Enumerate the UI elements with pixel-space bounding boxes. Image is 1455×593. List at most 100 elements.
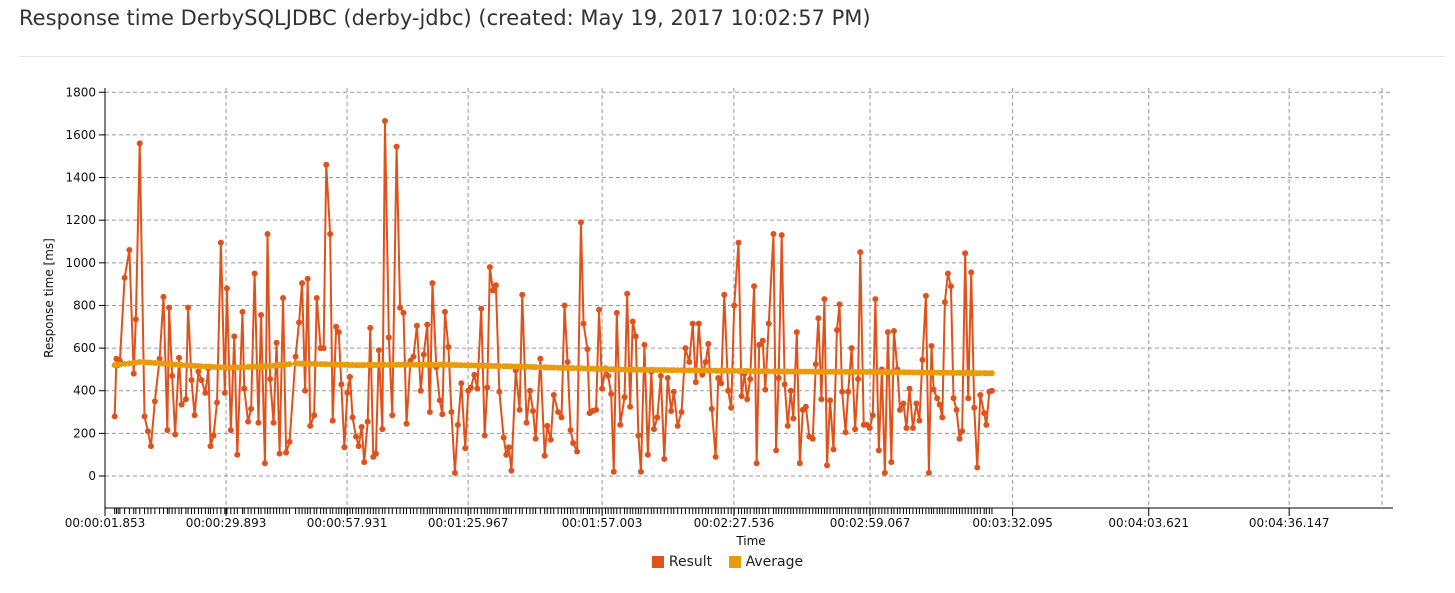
- y-tick-label: 1000: [65, 256, 96, 270]
- data-point-result: [273, 339, 280, 346]
- data-point-result: [221, 389, 228, 396]
- legend-item-result[interactable]: Result: [651, 554, 712, 570]
- y-tick-label: 800: [73, 298, 96, 312]
- data-point-result: [570, 439, 577, 446]
- data-point-result: [323, 161, 330, 168]
- data-point-result: [248, 405, 255, 412]
- data-point-result: [884, 329, 891, 336]
- data-point-result: [654, 414, 661, 421]
- series-layer: [111, 118, 995, 476]
- data-point-result: [668, 407, 675, 414]
- data-point-result: [364, 418, 371, 425]
- data-point-average: [617, 366, 624, 373]
- y-axis-label: Response time [ms]: [42, 238, 56, 358]
- data-point-result: [346, 373, 353, 380]
- data-point-result: [925, 469, 932, 476]
- data-point-result: [705, 340, 712, 347]
- data-point-result: [245, 418, 252, 425]
- data-point-result: [397, 304, 404, 311]
- data-point-result: [784, 422, 791, 429]
- data-point-result: [372, 450, 379, 457]
- data-point-result: [292, 353, 299, 360]
- data-point-result: [857, 249, 864, 256]
- data-point-result: [361, 459, 368, 466]
- data-point-result: [747, 376, 754, 383]
- data-point-result: [258, 312, 265, 319]
- data-point-result: [313, 295, 320, 301]
- data-point-result: [988, 387, 995, 394]
- data-point-result: [971, 404, 978, 411]
- data-point-result: [812, 361, 819, 368]
- data-point-result: [756, 341, 763, 348]
- data-point-result: [439, 411, 446, 418]
- data-point-result: [210, 432, 217, 439]
- data-point-average: [136, 359, 143, 366]
- data-point-result: [329, 417, 336, 424]
- data-point-result: [420, 351, 427, 358]
- data-point-result: [424, 321, 431, 328]
- y-tick-label: 1400: [65, 171, 96, 185]
- data-point-result: [353, 433, 360, 440]
- data-point-result: [922, 292, 929, 299]
- data-point-result: [787, 387, 794, 394]
- data-point-average: [234, 364, 241, 371]
- data-point-result: [349, 414, 356, 421]
- data-point-result: [169, 372, 176, 379]
- data-point-result: [610, 468, 617, 475]
- data-point-result: [185, 304, 192, 311]
- data-point-result: [928, 342, 935, 349]
- legend-label-average: Average: [745, 554, 804, 570]
- y-tick-label: 200: [73, 426, 96, 440]
- data-point-result: [624, 290, 631, 297]
- data-point-result: [773, 447, 780, 454]
- data-point-result: [410, 353, 417, 360]
- data-point-result: [280, 295, 287, 301]
- labels-layer: Response time [ms] Time: [42, 238, 766, 548]
- data-point-result: [744, 396, 751, 403]
- data-point-result: [900, 400, 907, 407]
- data-point-result: [132, 316, 139, 323]
- x-tick-label: 00:02:27.536: [694, 516, 775, 530]
- data-point-result: [486, 264, 493, 271]
- data-point-result: [178, 401, 185, 408]
- data-point-result: [852, 426, 859, 433]
- data-point-result: [793, 329, 800, 336]
- data-point-result: [974, 464, 981, 471]
- data-point-result: [327, 231, 334, 238]
- data-point-average: [765, 368, 772, 375]
- data-point-result: [441, 308, 448, 315]
- data-point-result: [544, 422, 551, 429]
- data-point-result: [467, 384, 474, 391]
- data-point-result: [670, 388, 677, 395]
- data-point-result: [413, 322, 420, 329]
- data-point-result: [462, 445, 469, 452]
- data-point-average: [116, 361, 123, 368]
- data-point-result: [881, 469, 888, 476]
- data-point-result: [950, 395, 957, 402]
- data-point-result: [715, 374, 722, 381]
- data-point-result: [731, 302, 738, 309]
- data-point-result: [111, 413, 118, 420]
- data-point-result: [567, 427, 574, 434]
- data-point-result: [264, 231, 271, 238]
- x-tick-label: 00:01:57.003: [562, 516, 643, 530]
- data-point-result: [953, 406, 960, 413]
- data-point-result: [547, 436, 554, 443]
- data-point-result: [738, 393, 745, 400]
- data-point-result: [474, 385, 481, 392]
- data-point-result: [136, 140, 143, 147]
- data-point-result: [182, 396, 189, 403]
- data-point-result: [824, 462, 831, 469]
- data-point-result: [644, 451, 651, 458]
- data-point-result: [379, 426, 386, 433]
- data-point-result: [223, 285, 230, 292]
- data-point-result: [637, 468, 644, 475]
- data-point-result: [888, 459, 895, 466]
- data-point-result: [577, 219, 584, 226]
- data-point-result: [458, 380, 465, 387]
- data-point-result: [962, 250, 969, 257]
- data-point-result: [845, 388, 852, 395]
- data-point-result: [355, 443, 362, 450]
- legend-item-average[interactable]: Average: [728, 554, 804, 570]
